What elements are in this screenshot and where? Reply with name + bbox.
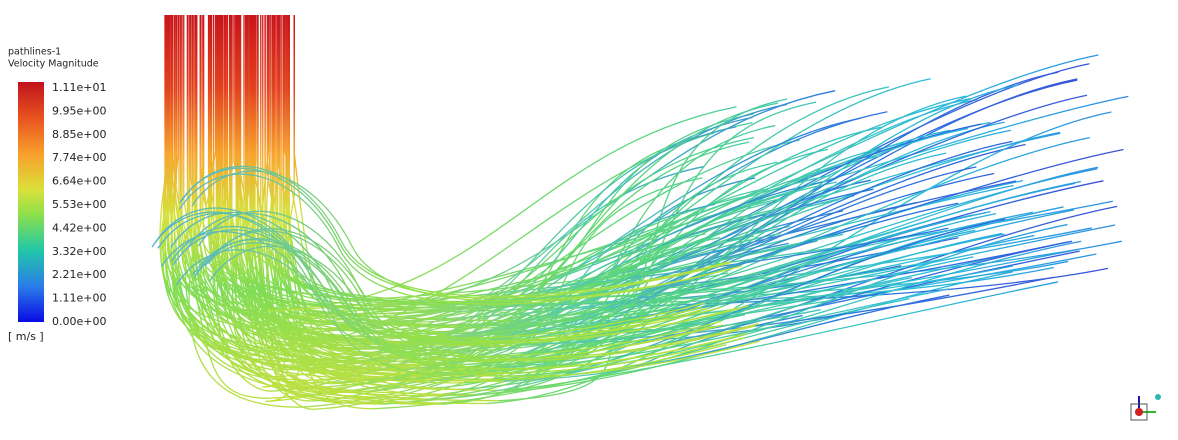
pathline-upper: [159, 15, 431, 370]
pathline-recirc: [209, 245, 760, 377]
pathline-lower: [497, 223, 1068, 391]
pathline-upper: [275, 15, 350, 301]
pathline-lower: [419, 155, 882, 335]
pathline-upper: [202, 15, 427, 323]
pathline-lower: [442, 84, 1019, 397]
pathline-lower: [360, 136, 1090, 393]
pathline-upper: [251, 15, 440, 404]
pathline-upper: [196, 15, 493, 305]
pathline-lower: [380, 281, 1059, 405]
pathline-upper: [250, 15, 308, 320]
pathline-lower: [489, 209, 1075, 329]
pathline-recirc: [170, 225, 722, 358]
axis-triad: [1130, 394, 1161, 421]
pathline-recirc: [204, 230, 756, 362]
pathline-lower: [406, 54, 1099, 310]
pathline-lower: [334, 300, 713, 319]
pathline-upper: [162, 15, 515, 375]
legend-variable: Velocity Magnitude: [8, 59, 99, 70]
pathline-upper: [220, 15, 424, 367]
pathline-lower: [498, 279, 724, 402]
pathline-upper: [214, 15, 374, 332]
tick-label: 2.21e+00: [52, 268, 106, 281]
pathline-upper: [163, 15, 268, 312]
pathline-upper: [245, 15, 381, 405]
pathline-lower: [267, 227, 949, 312]
pathline-recirc: [160, 231, 712, 363]
pathline-lower: [484, 161, 778, 376]
pathline-upper: [283, 15, 428, 327]
pathline-lower: [288, 106, 737, 310]
pathline-upper: [221, 15, 329, 373]
pathline-recirc: [191, 170, 743, 302]
pathline-upper: [217, 15, 424, 401]
pathline-recirc: [178, 167, 730, 299]
legend-title: pathlines-1: [8, 47, 61, 58]
pathline-lower: [348, 242, 789, 350]
pathline-upper: [190, 15, 345, 341]
pathline-upper: [278, 15, 355, 351]
pathline-lower: [419, 177, 703, 377]
pathline-upper: [170, 15, 431, 382]
tick-label: 9.95e+00: [52, 104, 106, 117]
pathline-lower: [492, 127, 969, 305]
pathline-lower: [510, 276, 1054, 347]
pathline-lower: [515, 142, 906, 305]
tick-label: 0.00e+00: [52, 315, 106, 328]
tick-label: 5.53e+00: [52, 198, 106, 211]
pathline-upper: [250, 15, 361, 393]
pathline-upper: [192, 15, 443, 397]
pathline-upper: [265, 15, 365, 382]
pathline-upper: [257, 15, 485, 376]
pathline-recirc: [154, 207, 706, 339]
pathline-upper: [169, 15, 480, 396]
pathline-lower: [363, 136, 755, 339]
tick-label: 6.64e+00: [52, 175, 106, 188]
pathline-lower: [373, 179, 833, 332]
pathline-lower: [486, 111, 1112, 405]
pathline-upper: [253, 15, 393, 381]
pathline-lower: [277, 195, 855, 369]
pathline-upper: [273, 15, 460, 306]
tick-label: 3.32e+00: [52, 245, 106, 258]
pathline-lower: [425, 201, 917, 349]
pathlines: [151, 15, 1129, 410]
tick-label: 4.42e+00: [52, 221, 106, 234]
pathline-upper: [233, 15, 461, 304]
tick-label: 7.74e+00: [52, 151, 106, 164]
pathline-upper: [234, 15, 393, 354]
colorbar-ticks: 1.11e+01 9.95e+00 8.85e+00 7.74e+00 6.64e+00…: [52, 81, 106, 328]
pathline-recirc: [157, 212, 709, 344]
pathline-recirc: [170, 211, 722, 344]
pathline-lower: [516, 101, 817, 346]
tick-label: 1.11e+01: [52, 81, 106, 94]
pathline-upper: [194, 15, 517, 346]
tick-label: 1.11e+00: [52, 292, 106, 305]
pathline-upper: [167, 15, 401, 356]
pathline-recirc: [180, 165, 732, 297]
pathline-upper: [284, 15, 498, 391]
legend-unit: [ m/s ]: [8, 330, 44, 343]
pathline-lower: [344, 103, 787, 341]
pathline-lower: [360, 213, 767, 355]
pathline-upper: [262, 15, 286, 388]
tick-label: 8.85e+00: [52, 128, 106, 141]
pathline-recirc: [178, 173, 730, 305]
pathline-lower: [423, 218, 1006, 401]
pathline-lower: [460, 211, 991, 346]
pathline-upper: [165, 15, 512, 377]
pathline-lower: [511, 180, 1081, 322]
pathline-recirc: [193, 242, 745, 374]
pathline-recirc: [175, 249, 727, 381]
colorbar: [18, 82, 44, 322]
